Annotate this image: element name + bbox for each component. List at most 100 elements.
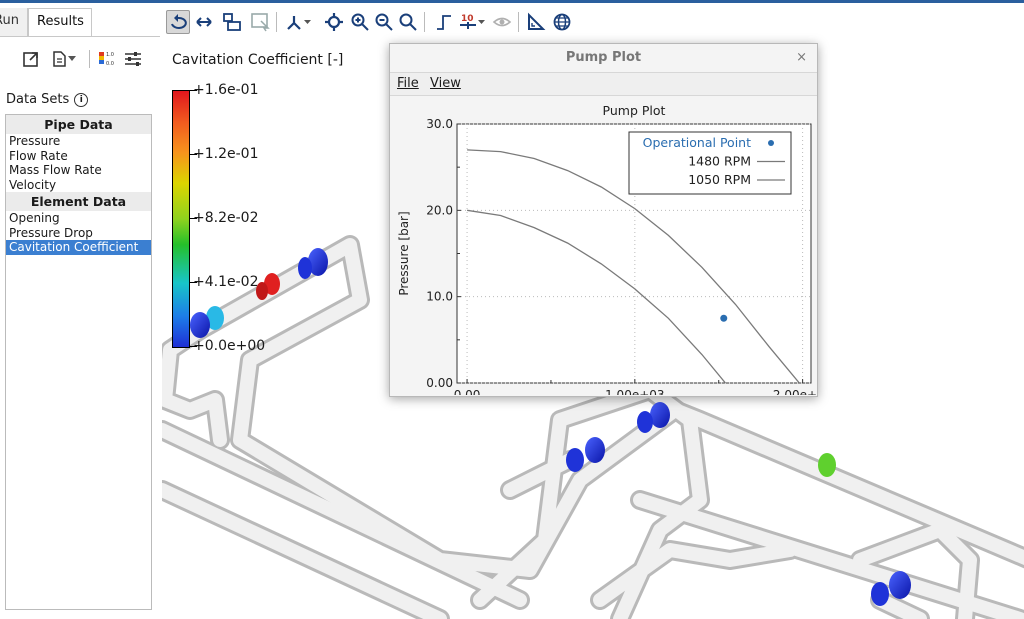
colorbar-tick	[189, 90, 197, 91]
globe-icon[interactable]	[550, 10, 574, 34]
colorbar-tick	[189, 282, 197, 283]
valve-element[interactable]	[308, 248, 328, 276]
rotate-view-icon[interactable]	[166, 10, 190, 34]
y-tick-label: 0.00	[426, 376, 453, 390]
zoom-out-icon[interactable]	[372, 10, 396, 34]
list-item-cavitation-coefficient[interactable]: Cavitation Coefficient	[6, 240, 151, 255]
toolbar-separator	[518, 12, 519, 32]
colorbar-scale	[172, 90, 190, 348]
colorbar-tick	[189, 218, 197, 219]
tab-divider	[0, 36, 160, 37]
x-tick-label: 2.00e+03	[773, 388, 817, 395]
3d-pipe-view[interactable]	[162, 40, 1024, 619]
step-icon[interactable]	[432, 10, 456, 34]
list-item-mass-flow-rate[interactable]: Mass Flow Rate	[9, 163, 102, 177]
toolbar-separator	[88, 48, 90, 70]
valve-element[interactable]	[637, 411, 653, 433]
x-tick-label: 1.00e+03	[605, 388, 664, 395]
list-item-opening[interactable]: Opening	[9, 211, 60, 225]
list-item-flow-rate[interactable]: Flow Rate	[9, 148, 68, 163]
legend-label: Operational Point	[643, 135, 751, 150]
valve-element[interactable]	[566, 448, 584, 472]
svg-text:10: 10	[461, 14, 474, 24]
valve-element-high[interactable]	[256, 282, 268, 300]
menu-view-label: View	[430, 76, 461, 91]
menu-file-label: File	[397, 76, 419, 91]
data-sets-list[interactable]: Pipe Data Pressure Flow Rate Mass Flow R…	[5, 114, 152, 610]
chart-title: Pump Plot	[603, 103, 666, 118]
menu-view[interactable]: View	[430, 76, 461, 91]
pan-horizontal-icon[interactable]	[192, 10, 216, 34]
x-tick-label: 0.00	[454, 388, 481, 395]
pump-plot-chart: Pump Plot 0.00 1.00e+03 2.00e+03 0.00 10.0 20.…	[397, 103, 817, 395]
legend-label: 1050 RPM	[688, 172, 751, 187]
valve-element[interactable]	[871, 582, 889, 606]
chevron-down-icon[interactable]	[302, 10, 312, 34]
chevron-down-icon[interactable]	[476, 10, 486, 34]
colorbar-label: +4.1e-02	[193, 274, 259, 290]
zoom-in-icon[interactable]	[348, 10, 372, 34]
legend-box	[628, 131, 792, 195]
y-tick-label: 10.0	[426, 290, 453, 304]
y-tick-label: 30.0	[426, 117, 453, 131]
legend-marker	[768, 140, 774, 146]
chevron-down-icon[interactable]	[66, 48, 78, 70]
view-toolbar: 10	[162, 8, 602, 38]
y-axis-label: Pressure [bar]	[397, 211, 411, 295]
valve-element[interactable]	[650, 402, 670, 428]
toolbar-separator	[276, 12, 277, 32]
menu-bar: File View	[390, 72, 817, 96]
panel-tabs: Run Results	[0, 8, 160, 36]
list-item-pressure-drop[interactable]: Pressure Drop	[9, 225, 93, 240]
operational-point-marker	[720, 314, 728, 322]
valve-element[interactable]	[298, 257, 312, 279]
colorbar-label: +1.2e-01	[193, 146, 259, 162]
tab-run[interactable]: Run	[0, 8, 28, 36]
legend-label: 1480 RPM	[688, 154, 751, 169]
close-icon[interactable]: ×	[796, 50, 807, 65]
list-item-pressure[interactable]: Pressure	[9, 134, 61, 148]
toolbar-separator	[424, 12, 425, 32]
target-center-icon[interactable]	[322, 10, 346, 34]
visibility-eye-icon[interactable]	[490, 10, 514, 34]
valve-element[interactable]	[889, 571, 911, 599]
export-icon[interactable]	[20, 48, 42, 70]
valve-element[interactable]	[585, 437, 605, 463]
tab-results[interactable]: Results	[28, 8, 92, 36]
info-icon[interactable]: i	[74, 92, 89, 107]
valve-element[interactable]	[206, 306, 224, 330]
select-box-icon[interactable]	[248, 10, 272, 34]
colorbar-tick	[189, 346, 197, 347]
colorbar-label-max: +1.6e-01	[193, 82, 259, 98]
list-item-velocity[interactable]: Velocity	[9, 177, 57, 192]
fit-view-icon[interactable]	[220, 10, 244, 34]
pump-plot-window[interactable]: Pump Plot × File View Pump Plot 0.00 1.00e…	[389, 43, 818, 397]
top-accent-line	[0, 0, 1024, 3]
colorbar-tick	[189, 154, 197, 155]
colorbar-label: +8.2e-02	[193, 210, 259, 226]
svg-text:1.0: 1.0	[106, 52, 114, 58]
colorbar-label-min: +0.0e+00	[193, 338, 266, 354]
svg-text:0.0: 0.0	[106, 61, 114, 67]
scale-factor-icon[interactable]: 10	[456, 10, 480, 34]
valve-element[interactable]	[190, 312, 210, 338]
valve-element-high[interactable]	[264, 273, 280, 295]
measure-icon[interactable]	[524, 10, 548, 34]
y-tick-label: 20.0	[426, 203, 453, 217]
legend-icon[interactable]: 1.0 0.0	[94, 48, 116, 70]
results-toolbar: 1.0 0.0	[0, 48, 160, 74]
data-sets-label: Data Sets i	[6, 92, 89, 107]
data-sets-text: Data Sets	[6, 92, 70, 107]
menu-file[interactable]: File	[397, 76, 419, 91]
group-header-element-data: Element Data	[6, 192, 151, 211]
series-line-1480-rpm	[467, 149, 800, 384]
settings-sliders-icon[interactable]	[122, 48, 144, 70]
colorbar-title: Cavitation Coefficient [-]	[172, 52, 344, 68]
axes-icon[interactable]	[282, 10, 306, 34]
valve-element-mid[interactable]	[818, 453, 836, 477]
window-title[interactable]: Pump Plot	[565, 50, 642, 65]
report-icon[interactable]	[48, 48, 70, 70]
series-line-1050-rpm	[467, 209, 726, 384]
zoom-fit-icon[interactable]	[396, 10, 420, 34]
group-header-pipe-data: Pipe Data	[6, 115, 151, 134]
